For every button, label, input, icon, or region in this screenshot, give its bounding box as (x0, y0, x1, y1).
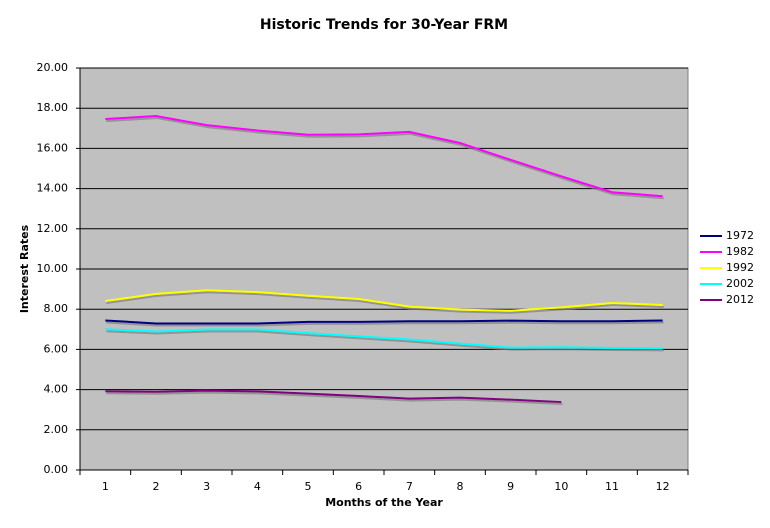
y-tick-label: 0.00 (44, 463, 69, 476)
series-line (105, 319, 663, 325)
x-tick-label: 6 (355, 480, 362, 493)
y-axis-title: Interest Rates (18, 224, 31, 313)
chart-title: Historic Trends for 30-Year FRM (260, 17, 508, 33)
x-tick-label: 3 (203, 480, 210, 493)
y-tick-label: 2.00 (44, 423, 69, 436)
x-tick-label: 2 (153, 480, 160, 493)
series-line (105, 389, 562, 404)
legend-label: 1982 (726, 245, 754, 258)
x-tick-label: 8 (457, 480, 464, 493)
y-tick-label: 4.00 (44, 383, 69, 396)
x-tick-label: 9 (507, 480, 514, 493)
y-tick-label: 8.00 (44, 302, 69, 315)
y-tick-label: 18.00 (37, 101, 69, 114)
series-line (105, 328, 663, 350)
legend-label: 1992 (726, 261, 754, 274)
line-shadow (106, 330, 664, 352)
line-shadow (106, 321, 664, 327)
legend-label: 1972 (726, 229, 754, 242)
y-tick-label: 14.00 (37, 182, 69, 195)
y-tick-label: 12.00 (37, 222, 69, 235)
x-axis-title: Months of the Year (325, 496, 443, 509)
line-shadow (106, 117, 664, 200)
series-line (105, 289, 663, 312)
x-tick-label: 4 (254, 480, 261, 493)
y-tick-label: 10.00 (37, 262, 69, 275)
legend-label: 2002 (726, 277, 754, 290)
line-shadow (106, 391, 563, 406)
series-line (105, 115, 663, 198)
y-tick-label: 16.00 (37, 141, 69, 154)
line-shadow (106, 291, 664, 314)
x-tick-label: 12 (656, 480, 670, 493)
x-tick-label: 5 (305, 480, 312, 493)
y-tick-label: 20.00 (37, 61, 69, 74)
x-tick-label: 11 (605, 480, 619, 493)
y-tick-label: 6.00 (44, 342, 69, 355)
x-tick-label: 1 (102, 480, 109, 493)
legend-label: 2012 (726, 293, 754, 306)
x-tick-label: 10 (554, 480, 568, 493)
x-tick-label: 7 (406, 480, 413, 493)
